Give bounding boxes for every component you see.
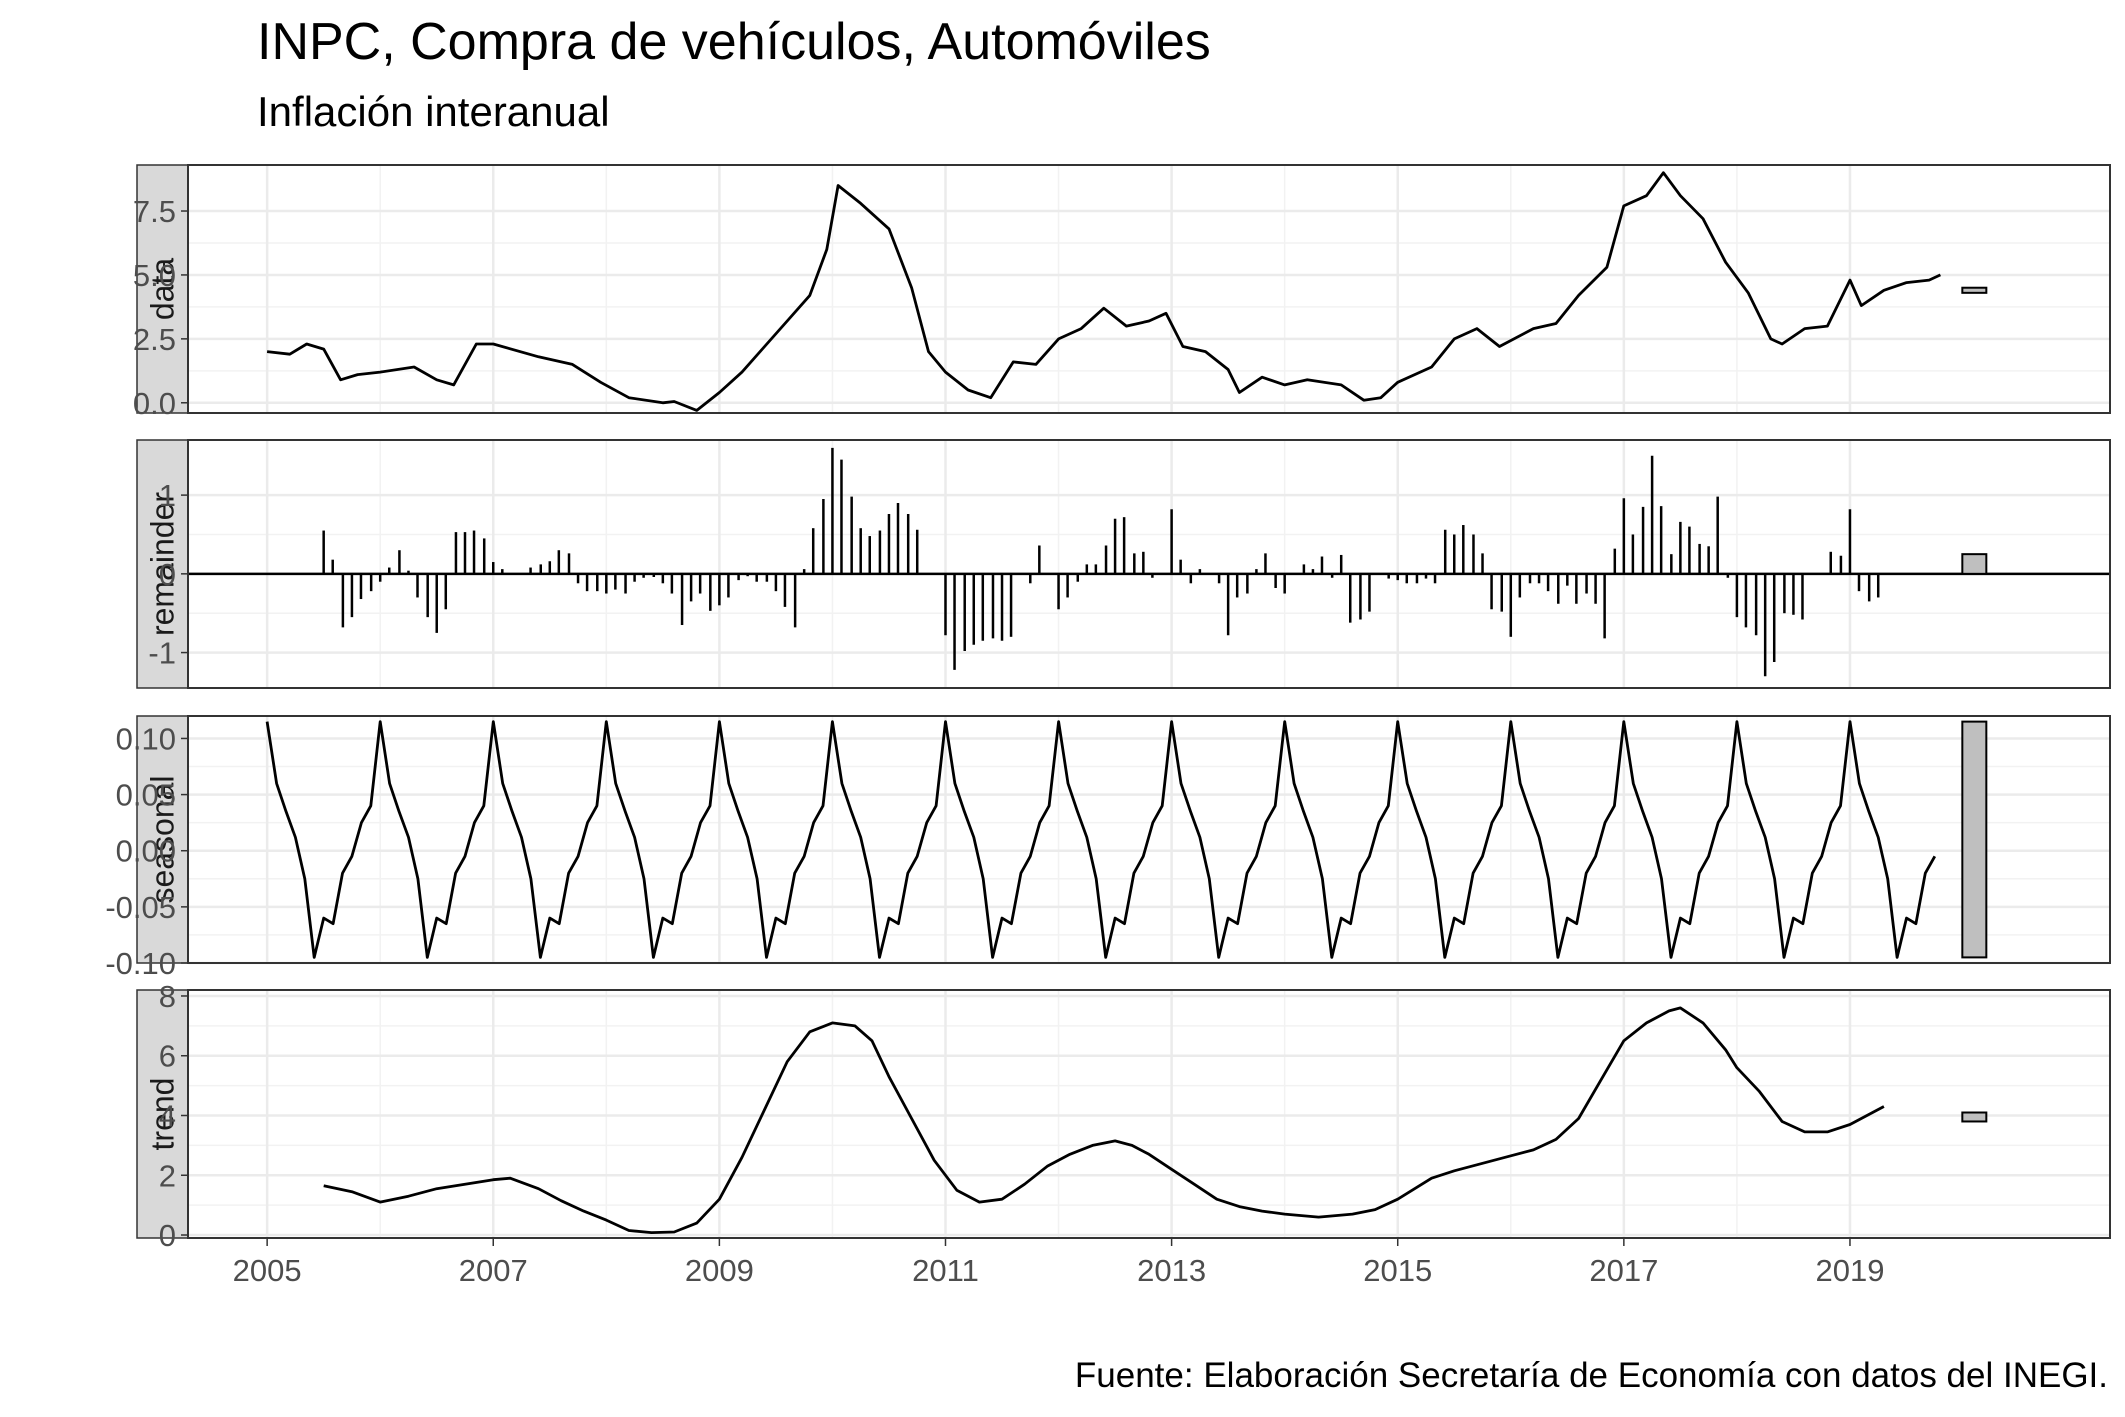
range-bar (1961, 1111, 1988, 1123)
strip-label-data: data (145, 258, 181, 320)
strip-label-trend: trend (145, 1078, 181, 1151)
panel-remainder: remainder-1 0 1 (136, 439, 2111, 689)
range-bar (1961, 553, 1988, 575)
strip-trend (136, 989, 189, 1239)
panel-border (187, 164, 2111, 414)
range-bar (1961, 720, 1988, 959)
chart-title: INPC, Compra de vehículos, Automóviles (257, 13, 1211, 71)
y-tick-label: 2 (159, 1158, 176, 1193)
panel-border (187, 989, 2111, 1239)
y-tick-label: 0.0 (133, 386, 176, 421)
panel-border (187, 439, 2111, 689)
panel-data: data 0.0 2.5 5.0 7.5 (133, 164, 2111, 421)
chart-subtitle: Inflación interanual (257, 88, 610, 135)
y-tick-label: 8 (159, 979, 176, 1014)
y-tick-label: 5.0 (133, 258, 176, 293)
chart-caption: Fuente: Elaboración Secretaría de Econom… (1074, 1356, 2108, 1395)
strip-data (136, 164, 189, 414)
y-tick-label: 6 (159, 1039, 176, 1074)
x-tick-label: 2017 (1589, 1253, 1658, 1288)
panel-border (187, 715, 2111, 964)
strip-label-remainder: remainder (145, 492, 181, 636)
y-tick-label: -0.10 (105, 946, 176, 981)
data-line (266, 171, 1941, 412)
x-tick-label: 2007 (459, 1253, 528, 1288)
y-tick-label: 0 (159, 557, 176, 592)
x-tick-label: 2009 (685, 1253, 754, 1288)
trend-line (323, 1006, 1885, 1234)
y-tick-label: 0.05 (116, 778, 176, 813)
y-tick-label: 2.5 (133, 322, 176, 357)
x-tick-label: 2005 (233, 1253, 302, 1288)
y-tick-label: 0 (159, 1218, 176, 1253)
y-tick-label: 0.10 (116, 721, 176, 756)
y-tick-label: 1 (159, 478, 176, 513)
strip-seasonal (136, 715, 189, 964)
strip-remainder (136, 439, 189, 689)
x-tick-label: 2015 (1363, 1253, 1432, 1288)
y-tick-label: 0.00 (116, 834, 176, 869)
x-tick-label: 2013 (1137, 1253, 1206, 1288)
x-tick-label: 2019 (1815, 1253, 1884, 1288)
range-bar (1961, 286, 1988, 294)
panel-trend: trend 0 2 4 6 8 (136, 979, 2111, 1253)
seasonal-line (265, 720, 1937, 959)
x-tick-label: 2011 (912, 1253, 979, 1288)
panel-seasonal: seasonal -0.10 -0.05 0.00 0.05 0.10 (105, 715, 2111, 981)
x-axis: 2005 2007 2009 2011 2013 2015 2017 2019 (233, 1238, 1884, 1288)
y-tick-label: -1 (148, 636, 176, 671)
strip-label-seasonal: seasonal (145, 775, 181, 903)
y-tick-label: -0.05 (105, 890, 176, 925)
y-tick-label: 4 (159, 1098, 176, 1133)
y-tick-label: 7.5 (133, 194, 176, 229)
